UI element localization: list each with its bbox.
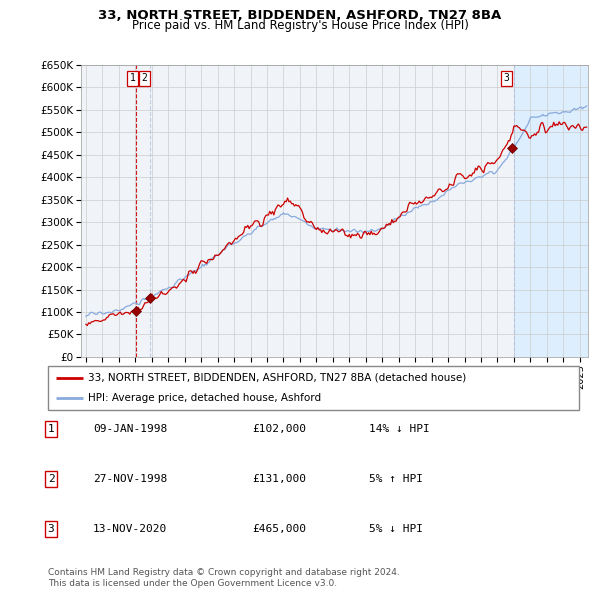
FancyBboxPatch shape [48,366,579,410]
Text: 27-NOV-1998: 27-NOV-1998 [93,474,167,484]
Text: 1: 1 [130,73,136,83]
Bar [514,65,588,357]
Text: 33, NORTH STREET, BIDDENDEN, ASHFORD, TN27 8BA: 33, NORTH STREET, BIDDENDEN, ASHFORD, TN… [98,9,502,22]
Text: 13-NOV-2020: 13-NOV-2020 [93,525,167,534]
Text: 3: 3 [503,73,509,83]
Text: 14% ↓ HPI: 14% ↓ HPI [369,424,430,434]
Text: £465,000: £465,000 [252,525,306,534]
Text: HPI: Average price, detached house, Ashford: HPI: Average price, detached house, Ashf… [88,393,321,403]
Text: 5% ↑ HPI: 5% ↑ HPI [369,474,423,484]
Text: 2: 2 [142,73,148,83]
Text: £131,000: £131,000 [252,474,306,484]
Text: 33, NORTH STREET, BIDDENDEN, ASHFORD, TN27 8BA (detached house): 33, NORTH STREET, BIDDENDEN, ASHFORD, TN… [88,373,466,383]
Text: 5% ↓ HPI: 5% ↓ HPI [369,525,423,534]
Text: Contains HM Land Registry data © Crown copyright and database right 2024.
This d: Contains HM Land Registry data © Crown c… [48,568,400,588]
Text: £102,000: £102,000 [252,424,306,434]
Text: Price paid vs. HM Land Registry's House Price Index (HPI): Price paid vs. HM Land Registry's House … [131,19,469,32]
Text: 1: 1 [47,424,55,434]
Text: 2: 2 [47,474,55,484]
Text: 09-JAN-1998: 09-JAN-1998 [93,424,167,434]
Text: 3: 3 [47,525,55,534]
